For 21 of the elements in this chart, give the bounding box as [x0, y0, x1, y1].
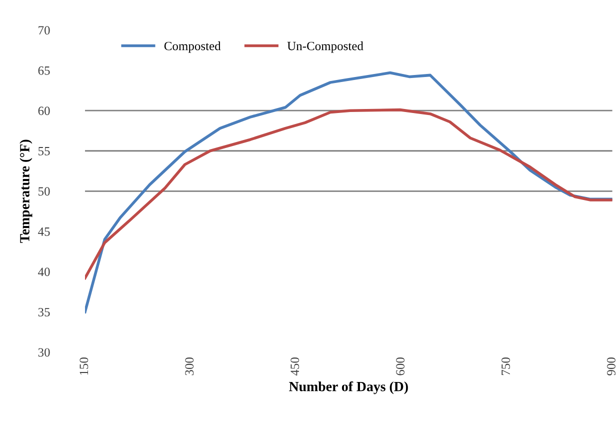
y-tick-label: 35	[38, 308, 50, 316]
y-tick-label: 55	[38, 147, 50, 156]
y-tick-label: 50	[38, 187, 50, 196]
y-tick-label: 40	[38, 268, 50, 276]
x-tick-label: 150	[80, 358, 88, 375]
y-tick-label: 30	[38, 348, 50, 357]
y-axis-title: Temperature (°F)	[20, 140, 32, 243]
legend-label: Composted	[164, 41, 221, 53]
x-tick-label: 600	[396, 358, 405, 376]
line-series	[85, 71, 612, 314]
x-axis-title: Number of Days (D)	[289, 381, 408, 394]
x-tick-label: 900	[606, 358, 616, 376]
x-tick-label: 450	[290, 358, 300, 376]
y-tick-label: 60	[38, 106, 50, 116]
line-series	[85, 108, 612, 280]
y-tick-label: 65	[38, 66, 50, 75]
y-tick-label: 45	[38, 228, 50, 236]
legend-label: Un-Composted	[287, 41, 364, 53]
y-tick-label: 70	[38, 26, 50, 35]
x-tick-label: 750	[502, 358, 510, 375]
x-tick-label: 300	[185, 358, 194, 376]
